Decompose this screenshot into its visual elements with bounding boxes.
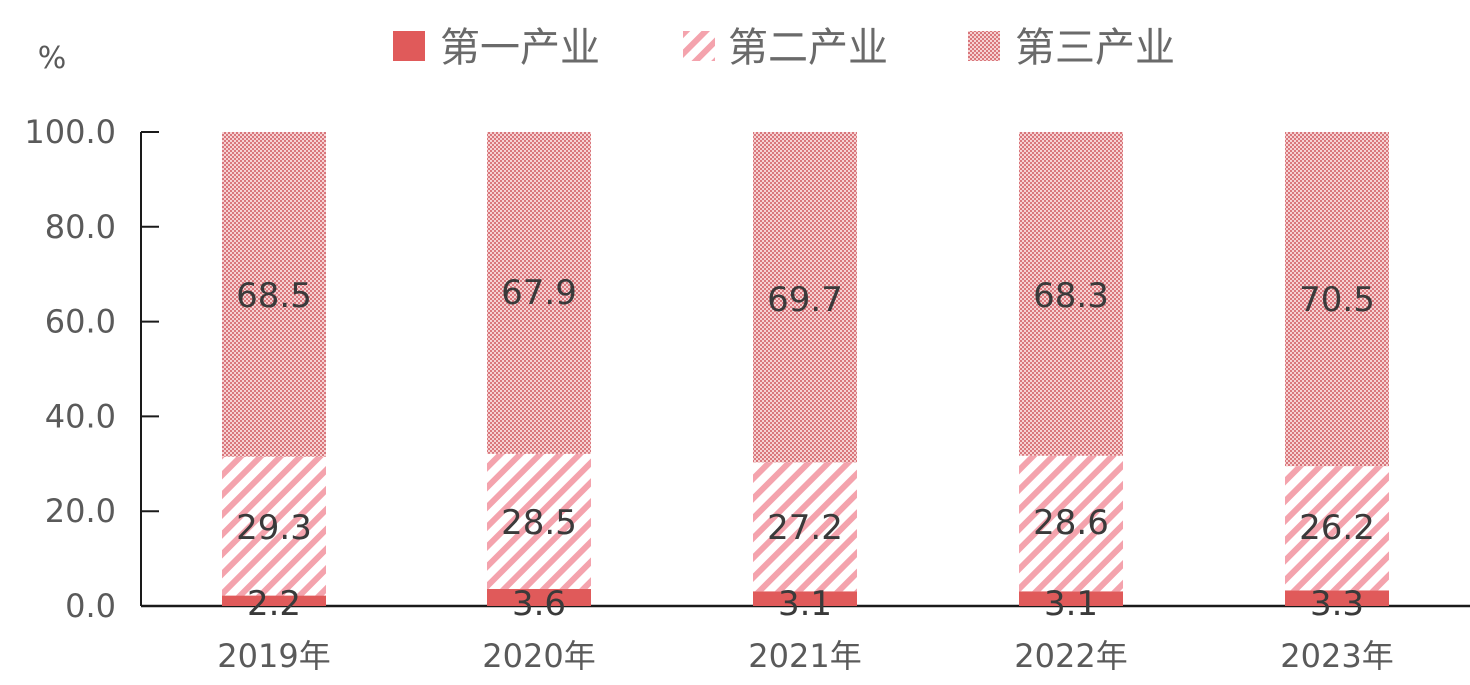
- data-label: 28.6: [1033, 503, 1109, 543]
- data-label: 3.3: [1310, 584, 1364, 624]
- data-label: 70.5: [1299, 280, 1375, 320]
- y-tick-label: 20.0: [45, 492, 116, 530]
- bar-segment: [753, 462, 857, 592]
- y-tick-label: 100.0: [24, 113, 116, 151]
- bar-segment: [222, 456, 326, 596]
- legend-label: 第一产业: [440, 25, 600, 71]
- bars: [222, 132, 1389, 606]
- legend-swatch: [683, 31, 715, 61]
- data-label: 29.3: [236, 508, 312, 548]
- legend: 第一产业 第二产业 第三产业: [393, 25, 1175, 71]
- legend-label: 第二产业: [728, 25, 888, 71]
- bar-segment: [1285, 590, 1389, 606]
- legend-swatch: [393, 31, 425, 61]
- data-label: 68.3: [1033, 276, 1109, 316]
- x-tick-label: 2022年: [1014, 637, 1127, 675]
- bar-segment: [753, 591, 857, 606]
- bar-segment: [487, 588, 591, 606]
- bar-segment: [222, 132, 326, 457]
- data-label: 3.6: [512, 584, 566, 624]
- x-tick-label: 2021年: [748, 637, 861, 675]
- data-label: 28.5: [501, 503, 577, 543]
- bar-segment: [1285, 132, 1389, 467]
- x-tick-label: 2019年: [217, 637, 330, 675]
- data-label: 3.1: [778, 584, 832, 624]
- bar-segment: [487, 453, 591, 589]
- x-tick-label: 2020年: [482, 637, 595, 675]
- y-tick-label: 0.0: [65, 587, 116, 625]
- axes: 0.0 20.0 40.0 60.0 80.0 100.0 2019年 2020年 2021年 2…: [24, 113, 1470, 675]
- data-label: 69.7: [767, 280, 843, 320]
- unit-label: %: [38, 41, 67, 76]
- bar-segment: [1019, 591, 1123, 606]
- bar-segment: [753, 132, 857, 463]
- y-tick-label: 60.0: [45, 303, 116, 341]
- data-label: 2.2: [247, 584, 301, 624]
- data-label: 68.5: [236, 276, 312, 316]
- data-label: 26.2: [1299, 508, 1375, 548]
- bar-segment: [1019, 132, 1123, 456]
- data-labels: 2.2 3.6 3.1 3.1 3.3 29.3 28.5 27.2 28.6 26.2 68.5 6…: [236, 273, 1375, 624]
- y-tick-label: 40.0: [45, 397, 116, 435]
- bar-segment: [1019, 455, 1123, 592]
- data-label: 27.2: [767, 508, 843, 548]
- bar-segment: [222, 595, 326, 606]
- bar-segment: [1285, 466, 1389, 591]
- legend-swatch: [968, 31, 1000, 61]
- x-tick-label: 2023年: [1280, 637, 1393, 675]
- data-label: 3.1: [1044, 584, 1098, 624]
- bar-segment: [487, 132, 591, 454]
- data-label: 67.9: [501, 273, 577, 313]
- legend-label: 第三产业: [1015, 25, 1175, 71]
- y-tick-label: 80.0: [45, 208, 116, 246]
